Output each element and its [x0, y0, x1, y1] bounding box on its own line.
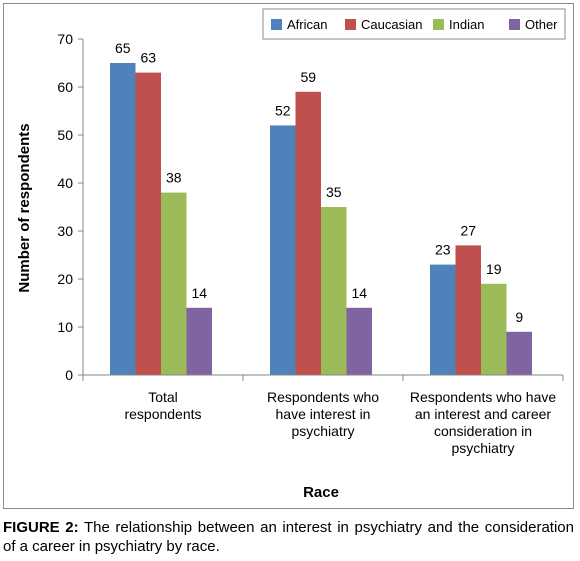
bar-indian-2	[481, 283, 507, 375]
legend-label-indian: Indian	[449, 17, 484, 32]
y-tick-label: 40	[57, 175, 73, 191]
axes	[78, 38, 564, 381]
data-label: 52	[275, 102, 291, 118]
data-label: 38	[166, 170, 182, 186]
bar-african-0	[110, 63, 136, 375]
x-category-label: Total respondents	[124, 389, 201, 422]
data-label: 59	[300, 69, 316, 85]
data-label: 27	[460, 222, 476, 238]
caption-label: FIGURE 2:	[3, 519, 79, 536]
y-tick-label: 50	[57, 127, 73, 143]
figure-caption: FIGURE 2: The relationship between an in…	[3, 518, 574, 556]
x-category-label: Respondents who have an interest and care…	[410, 389, 557, 456]
bar-african-1	[270, 125, 296, 376]
data-label: 65	[115, 40, 131, 56]
bar-caucasian-1	[295, 91, 321, 376]
bar-african-2	[430, 264, 456, 375]
data-label: 14	[351, 285, 367, 301]
legend-swatch-caucasian	[345, 19, 356, 30]
bar-other-1	[346, 307, 372, 375]
x-axis-title: Race	[303, 484, 339, 501]
bar-indian-0	[161, 192, 187, 375]
y-tick-label: 20	[57, 271, 73, 287]
y-tick-label: 60	[57, 79, 73, 95]
x-category-label: Respondents who have interest in psychiatr…	[267, 389, 379, 439]
legend-label-caucasian: Caucasian	[361, 17, 422, 32]
y-tick-labels: 0 10 20 30 40 50 60 70	[57, 31, 73, 383]
bar-other-2	[506, 331, 532, 375]
data-label: 14	[191, 285, 207, 301]
data-label: 23	[435, 242, 451, 258]
legend-swatch-indian	[433, 19, 444, 30]
caption-text: The relationship between an interest in …	[3, 519, 574, 555]
y-tick-label: 10	[57, 319, 73, 335]
legend-swatch-other	[509, 19, 520, 30]
legend-label-african: African	[287, 17, 327, 32]
data-label: 63	[140, 50, 156, 66]
bar-indian-1	[321, 207, 347, 375]
x-category-labels: Total respondents Respondents who have inte…	[124, 389, 556, 456]
data-label: 9	[515, 309, 523, 325]
bar-caucasian-2	[455, 245, 481, 375]
legend-swatch-african	[271, 19, 282, 30]
bars	[110, 63, 532, 376]
bar-other-0	[186, 307, 212, 375]
data-labels: 65 52 23 63 59 27 38 35 19 14 14 9	[115, 40, 523, 325]
y-tick-label: 70	[57, 31, 73, 47]
y-axis-title: Number of respondents	[16, 123, 33, 292]
y-tick-label: 0	[65, 367, 73, 383]
data-label: 35	[326, 184, 342, 200]
legend-label-other: Other	[525, 17, 558, 32]
y-tick-label: 30	[57, 223, 73, 239]
bar-caucasian-0	[135, 72, 161, 375]
bar-chart: African Caucasian Indian Other 65 52 23 63 59 27…	[16, 8, 566, 501]
data-label: 19	[486, 261, 502, 277]
legend: African Caucasian Indian Other	[262, 8, 566, 40]
